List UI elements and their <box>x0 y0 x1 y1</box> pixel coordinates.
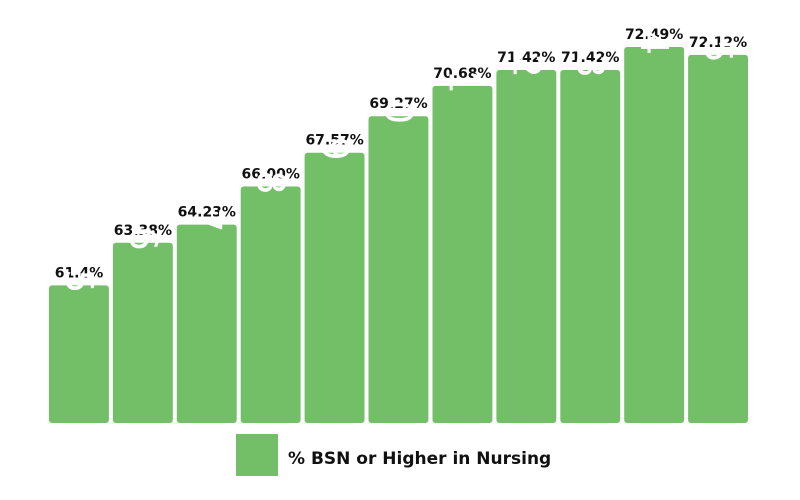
legend-swatch <box>236 434 278 476</box>
category-label-2016: 2016 <box>121 154 165 251</box>
bar-2021 <box>433 86 493 423</box>
bars-group: 61.4%2015 63.38%2016 64.23%2017 66.00%2018 6… <box>49 0 748 423</box>
bar-2019 <box>305 153 365 423</box>
category-label-2019: 2019 <box>313 64 357 161</box>
category-label-2024: 2024 <box>632 0 676 55</box>
bar-2025 <box>688 55 748 423</box>
category-label-2018: 2018 <box>249 98 293 195</box>
bar-2016 <box>113 243 173 423</box>
bar-2015 <box>49 285 109 423</box>
category-label-2023: 2023 <box>568 0 612 78</box>
legend: % BSN or Higher in Nursing <box>236 434 551 476</box>
bar-2018 <box>241 187 301 424</box>
bar-2022 <box>496 70 556 423</box>
bar-2024 <box>624 47 684 423</box>
category-label-2015: 2015 <box>57 197 101 294</box>
category-label-2017: 2017 <box>185 136 229 233</box>
bar-2023 <box>560 70 620 423</box>
legend-label: % BSN or Higher in Nursing <box>288 449 551 469</box>
bar-2020 <box>369 116 429 423</box>
category-label-2021: 2021 <box>440 0 484 94</box>
bar-2017 <box>177 225 237 423</box>
category-label-2020: 2020 <box>377 27 421 124</box>
category-label-2025: 2025 <box>696 0 740 63</box>
category-label-2022: 2022 <box>504 0 548 78</box>
